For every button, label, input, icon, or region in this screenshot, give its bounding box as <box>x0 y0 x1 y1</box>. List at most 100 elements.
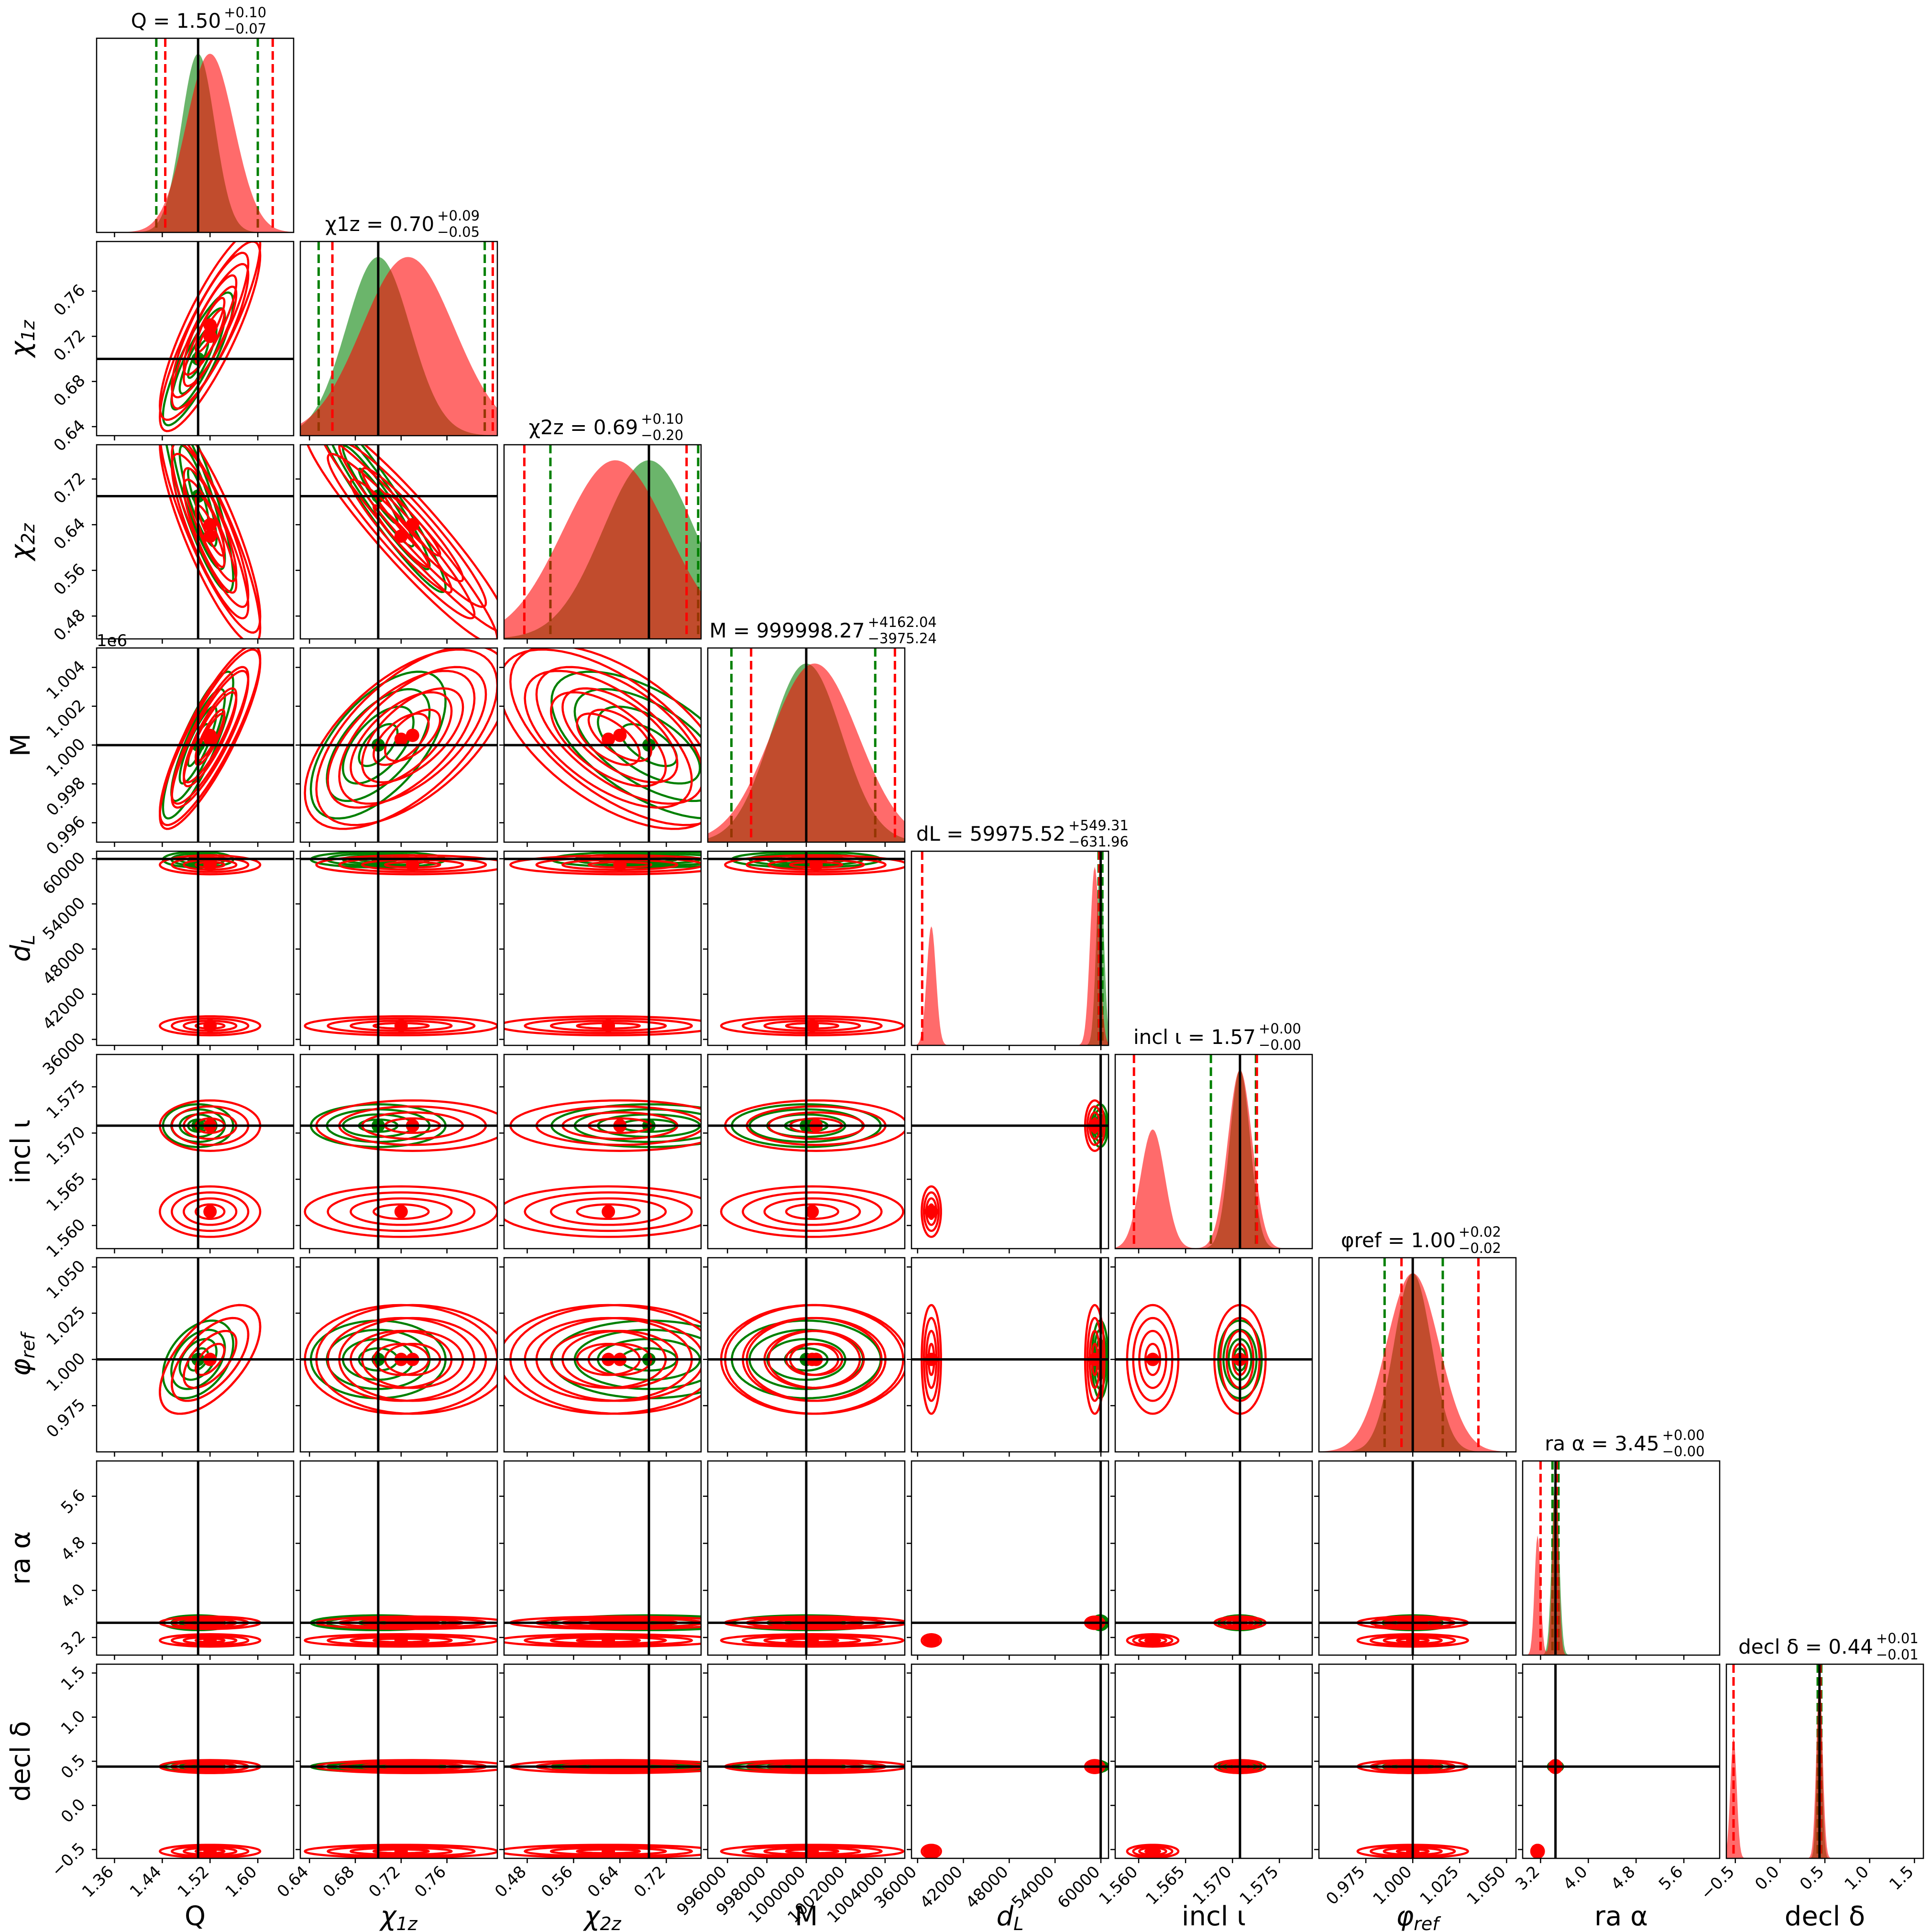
xtick-label-ra-0: 3.2 <box>1512 1862 1544 1894</box>
ytick-label-incl-1: 1.565 <box>43 1169 89 1215</box>
contour-phiref-Q-series-0-0-2 <box>170 1328 226 1390</box>
peak-decl-M-series-1-1 <box>805 1844 819 1858</box>
frame-ra-Q <box>96 1460 295 1656</box>
ytick-label-ra-0: 3.2 <box>57 1627 89 1659</box>
contour-dL-chi1z-series-1-0-1 <box>361 858 464 871</box>
peak-dL-M-series-1-0 <box>809 858 823 872</box>
frame-incl-chi1z <box>299 1054 498 1250</box>
contour-decl-M-series-1-1-3 <box>720 1844 905 1858</box>
frame-decl-dL <box>911 1663 1109 1859</box>
contour-M-chi1z-series-1-0-2 <box>338 666 487 805</box>
contour-ra-M-series-1-1-1 <box>763 1636 861 1645</box>
xlabel-ra: ra α <box>1594 1901 1648 1932</box>
panel-chi2z-chi2z <box>504 445 701 639</box>
contour-M-chi1z-series-1-0-3 <box>315 648 497 826</box>
ylabel-phiref: φref <box>5 1331 39 1376</box>
panel-ra-ra <box>1523 1461 1720 1655</box>
contour-chi2z-Q-series-1-1-3 <box>159 445 262 639</box>
title-minus-dL: −631.96 <box>1068 834 1129 850</box>
title-phiref: φref = 1.00 +0.02−0.02 <box>1341 1224 1501 1256</box>
contour-M-chi2z-series-1-1-1 <box>549 691 667 788</box>
density-decl-series-1 <box>1726 1680 1923 1858</box>
contour-decl-chi2z-series-1-1-0 <box>576 1848 641 1855</box>
contour-ra-phiref-series-1-1-3 <box>1356 1633 1470 1648</box>
contour-ra-Q-series-1-1-3 <box>158 1633 262 1648</box>
xtick-label-ra-1: 4.0 <box>1559 1862 1592 1894</box>
contour-chi2z-chi1z-series-1-0-1 <box>361 467 464 582</box>
xtick-label-Q-1: 1.44 <box>126 1862 165 1901</box>
panel-ra-incl <box>1115 1461 1312 1655</box>
contour-M-chi2z-series-0-0-3 <box>550 670 701 820</box>
frame-phiref-chi2z <box>503 1257 702 1453</box>
peak-incl-Q-series-1-1 <box>203 1205 217 1218</box>
panel-incl-chi2z <box>504 1054 701 1249</box>
panel-decl-decl <box>1726 1664 1923 1858</box>
ytick-label-M-4: 1.004 <box>43 657 89 703</box>
frame-incl-dL <box>911 1054 1109 1250</box>
xtick-label-decl-3: 1.0 <box>1841 1862 1873 1894</box>
contour-dL-chi1z-series-1-1-1 <box>349 1020 453 1032</box>
xlabel-chi1z: χ1z <box>379 1901 417 1932</box>
frame-ra-chi2z <box>503 1460 702 1656</box>
contour-ra-Q-series-1-1-2 <box>170 1635 250 1647</box>
contour-ra-chi2z-series-1-1-0 <box>576 1637 641 1644</box>
ytick-label-dL-4: 60000 <box>39 848 89 899</box>
contour-ra-chi1z-series-1-1-2 <box>326 1635 476 1647</box>
xlabel-M: M <box>795 1901 818 1932</box>
contour-ra-phiref-series-1-1-2 <box>1369 1635 1456 1647</box>
contour-decl-chi2z-series-1-1-1 <box>549 1846 667 1856</box>
xtick-label-phiref-3: 1.050 <box>1463 1862 1510 1909</box>
peak-dL-Q-series-1-0 <box>203 858 217 872</box>
ytick-label-M-0: 0.996 <box>43 812 89 858</box>
contour-decl-Q-series-1-1-3 <box>158 1844 262 1858</box>
frame-chi1z-Q <box>96 241 295 437</box>
panel-decl-chi2z <box>504 1664 701 1858</box>
contour-incl-Q-series-1-1-1 <box>183 1197 238 1226</box>
ytick-label-dL-0: 36000 <box>39 1029 89 1079</box>
title-plus-ra: +0.00 <box>1662 1427 1705 1443</box>
panel-dL-chi1z <box>300 851 497 1045</box>
contour-M-chi1z-series-1-1-2 <box>327 670 476 809</box>
ytick-label-ra-1: 4.0 <box>57 1580 89 1612</box>
contour-decl-chi2z-series-1-1-3 <box>504 1844 701 1858</box>
title-main-ra: ra α = 3.45 <box>1545 1432 1659 1455</box>
panel-dL-M <box>708 851 905 1045</box>
contour-dL-Q-series-1-0-0 <box>194 861 226 869</box>
contour-chi2z-chi1z-series-1-1-0 <box>373 504 430 568</box>
contour-incl-chi2z-series-1-1-1 <box>549 1197 667 1226</box>
peak-decl-Q-series-1-1 <box>203 1844 217 1858</box>
title-chi1z: χ1z = 0.70 +0.09−0.05 <box>325 208 480 240</box>
contour-chi1z-Q-series-1-0-1 <box>183 274 238 376</box>
panel-dL-dL <box>911 851 1109 1045</box>
contour-ra-Q-series-1-1-1 <box>182 1636 238 1645</box>
title-plus-incl: +0.00 <box>1259 1021 1301 1037</box>
contour-decl-phiref-series-1-1-2 <box>1369 1845 1456 1857</box>
contour-ra-incl-series-1-1-1 <box>1138 1636 1167 1645</box>
contour-phiref-chi2z-series-1-1-3 <box>504 1304 701 1415</box>
ytick-label-ra-3: 5.6 <box>57 1486 89 1518</box>
contour-decl-dL-series-1-1-3 <box>921 1844 942 1858</box>
frame-ra-chi1z <box>299 1460 498 1656</box>
contour-ra-incl-series-1-1-3 <box>1126 1633 1180 1648</box>
title-minus-phiref: −0.02 <box>1459 1240 1501 1256</box>
contour-chi1z-Q-series-1-1-1 <box>183 285 238 387</box>
contour-dL-Q-series-1-1-3 <box>158 1015 262 1037</box>
peak-chi2z-chi1z-series-1-1 <box>394 529 408 543</box>
xtick-label-decl-1: 0.0 <box>1751 1862 1783 1894</box>
title-minus-chi1z: −0.05 <box>437 224 480 240</box>
title-decl: decl δ = 0.44 +0.01−0.01 <box>1738 1630 1919 1663</box>
peak-M-chi2z-series-1-1 <box>602 732 615 746</box>
contour-M-chi1z-series-1-1-0 <box>373 713 430 766</box>
title-minus-ra: −0.00 <box>1662 1443 1705 1460</box>
xlabel-decl: decl δ <box>1785 1901 1865 1932</box>
frame-phiref-Q <box>96 1257 295 1453</box>
contour-ra-M-series-1-1-2 <box>741 1635 883 1647</box>
title-plus-chi1z: +0.09 <box>437 208 480 224</box>
contour-chi2z-chi1z-series-1-1-1 <box>350 478 453 594</box>
contour-phiref-Q-series-0-0-0 <box>187 1347 209 1372</box>
density-chi2z-series-1 <box>504 460 701 639</box>
xtick-label-chi2z-3: 0.72 <box>630 1862 670 1901</box>
contour-chi2z-chi1z-series-1-0-2 <box>338 445 487 608</box>
frame-chi2z-chi1z <box>299 444 498 640</box>
